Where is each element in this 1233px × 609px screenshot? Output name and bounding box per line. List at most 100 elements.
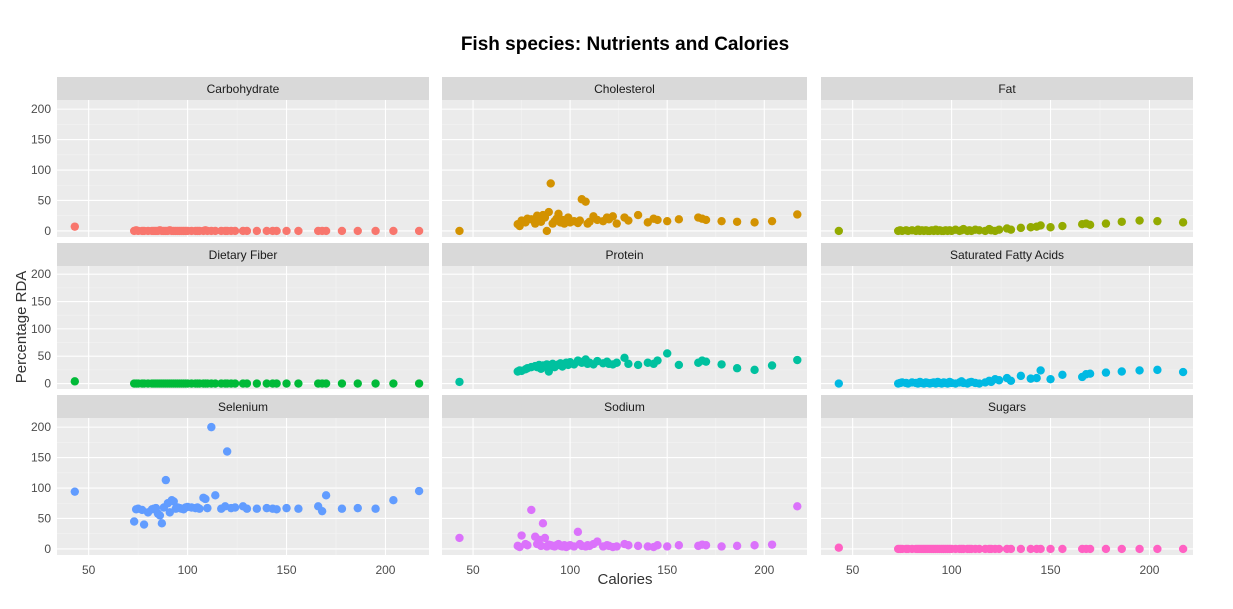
data-point bbox=[994, 376, 1004, 385]
data-point bbox=[1153, 216, 1162, 226]
y-tick-label: 150 bbox=[31, 451, 51, 465]
data-point bbox=[994, 225, 1004, 234]
data-point bbox=[1153, 544, 1162, 554]
data-point bbox=[994, 544, 1004, 554]
data-point bbox=[767, 540, 777, 549]
data-point bbox=[674, 360, 684, 370]
facet-strip bbox=[442, 395, 807, 418]
data-point bbox=[1036, 221, 1045, 230]
data-point bbox=[195, 504, 204, 513]
data-point bbox=[169, 497, 178, 506]
data-point bbox=[717, 216, 726, 226]
data-point bbox=[732, 217, 742, 226]
x-tick-label: 150 bbox=[1041, 563, 1061, 577]
facet-plot-area bbox=[57, 266, 429, 389]
x-tick-label: 50 bbox=[846, 563, 860, 577]
data-point bbox=[414, 226, 424, 236]
data-point bbox=[321, 379, 331, 388]
data-point bbox=[527, 505, 536, 515]
data-point bbox=[732, 364, 742, 373]
data-point bbox=[620, 353, 629, 363]
facet-strip-label: Dietary Fiber bbox=[209, 248, 278, 262]
data-point bbox=[1178, 367, 1188, 377]
facet-plot-area bbox=[57, 418, 429, 555]
data-point bbox=[252, 504, 262, 513]
data-point bbox=[608, 212, 618, 221]
data-point bbox=[371, 379, 380, 388]
data-point bbox=[203, 503, 212, 513]
data-point bbox=[767, 216, 777, 226]
data-point bbox=[1026, 544, 1035, 554]
y-tick-label: 150 bbox=[31, 133, 51, 147]
data-point bbox=[717, 360, 726, 369]
data-point bbox=[1085, 369, 1095, 378]
x-tick-label: 50 bbox=[466, 563, 480, 577]
data-point bbox=[230, 379, 240, 388]
data-point bbox=[1036, 366, 1045, 375]
data-point bbox=[1101, 544, 1111, 554]
facet-carbohydrate: Carbohydrate 0 50 100 150 200 bbox=[31, 77, 429, 238]
data-point bbox=[793, 502, 802, 511]
data-point bbox=[272, 379, 281, 388]
y-tick-label: 0 bbox=[44, 224, 51, 238]
data-point bbox=[593, 537, 602, 546]
y-tick-label: 150 bbox=[31, 295, 51, 309]
facet-protein: Protein bbox=[442, 243, 807, 389]
data-point bbox=[663, 542, 672, 551]
data-point bbox=[750, 365, 759, 375]
data-point bbox=[70, 487, 80, 496]
y-axis-label: Percentage RDA bbox=[13, 271, 30, 384]
data-point bbox=[282, 379, 291, 388]
x-tick-label: 150 bbox=[277, 563, 297, 577]
facet-strip bbox=[57, 243, 429, 266]
data-point bbox=[1085, 544, 1095, 554]
data-point bbox=[211, 226, 220, 236]
data-point bbox=[455, 533, 464, 543]
facet-panels: Carbohydrate 0 50 100 150 200 Cholesterol Fat Di… bbox=[31, 77, 1193, 577]
data-point bbox=[337, 379, 347, 388]
x-tick-label: 50 bbox=[82, 563, 96, 577]
data-point bbox=[1101, 219, 1111, 228]
x-tick-label: 200 bbox=[375, 563, 395, 577]
data-point bbox=[252, 226, 262, 236]
data-point bbox=[262, 226, 271, 236]
data-point bbox=[542, 226, 552, 236]
data-point bbox=[272, 226, 281, 236]
data-point bbox=[1006, 544, 1016, 554]
data-point bbox=[211, 379, 220, 388]
data-point bbox=[624, 359, 633, 369]
facet-strip-label: Protein bbox=[605, 248, 643, 262]
data-point bbox=[674, 215, 684, 224]
data-point bbox=[262, 379, 271, 388]
facet-strip-label: Sodium bbox=[604, 400, 645, 414]
data-point bbox=[544, 367, 553, 376]
facet-strip bbox=[57, 77, 429, 100]
data-point bbox=[294, 226, 303, 236]
facet-fat: Fat bbox=[821, 77, 1193, 237]
data-point bbox=[230, 226, 240, 236]
y-tick-label: 50 bbox=[38, 349, 52, 363]
data-point bbox=[732, 541, 742, 551]
data-point bbox=[294, 379, 303, 388]
facet-strip-label: Cholesterol bbox=[594, 82, 655, 96]
y-tick-label: 100 bbox=[31, 322, 51, 336]
data-point bbox=[575, 216, 585, 225]
data-point bbox=[337, 504, 347, 513]
data-point bbox=[272, 505, 281, 514]
facet-strip bbox=[821, 243, 1193, 266]
data-point bbox=[653, 215, 662, 225]
data-point bbox=[674, 541, 684, 550]
y-tick-label: 0 bbox=[44, 542, 51, 556]
data-point bbox=[1153, 365, 1162, 375]
data-point bbox=[294, 504, 303, 513]
data-point bbox=[612, 219, 621, 228]
data-point bbox=[455, 226, 464, 236]
facet-sodium: Sodium 50 100 150 200 bbox=[442, 395, 807, 577]
data-point bbox=[129, 517, 139, 526]
data-point bbox=[282, 226, 291, 236]
data-point bbox=[612, 358, 621, 367]
y-tick-label: 200 bbox=[31, 102, 51, 116]
data-point bbox=[1117, 367, 1126, 376]
data-point bbox=[282, 503, 291, 513]
